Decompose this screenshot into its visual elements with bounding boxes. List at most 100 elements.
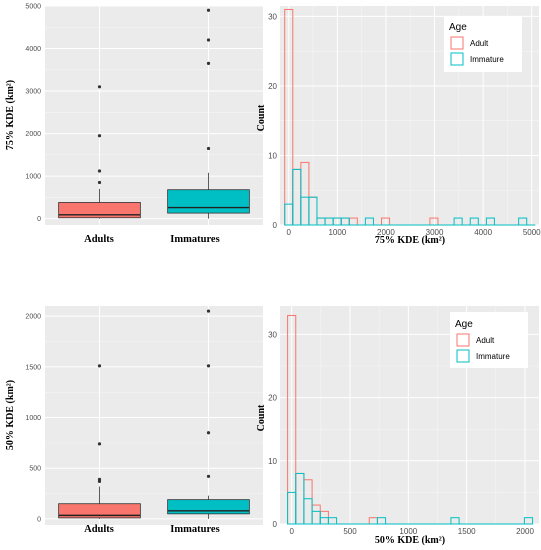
box-marks (58, 309, 250, 519)
x-tick-label: 0 (289, 527, 294, 536)
histogram-bar-immature (450, 517, 460, 525)
y-tick-label: 30 (268, 330, 277, 339)
y-tick-label: 20 (268, 394, 277, 403)
x-tick-label: 2000 (516, 527, 534, 536)
legend-label-adult: Adult (470, 39, 489, 48)
outlier-point (206, 8, 211, 12)
x-tick-label: 1500 (458, 527, 476, 536)
y-tick-labels: 0 500 1000 1500 2000 (25, 314, 41, 524)
legend-key-adult (456, 333, 470, 347)
x-category-label-immatures: Immatures (170, 524, 219, 535)
outlier-point (206, 309, 211, 313)
box-adults (58, 202, 141, 219)
x-tick-label: 3000 (426, 228, 444, 237)
y-tick-label: 1000 (25, 174, 41, 181)
y-tick-label: 4000 (25, 46, 41, 53)
boxplot-75-kde: 0 1000 2000 3000 4000 5000 Adults Immatures 7… (5, 4, 263, 245)
legend-title: Age (449, 22, 467, 33)
y-axis-label: 75% KDE (km²) (5, 80, 16, 150)
x-category-label-immatures: Immatures (170, 234, 219, 245)
y-tick-label: 10 (268, 151, 277, 160)
histogram-bars (287, 314, 534, 525)
x-tick-label: 4000 (474, 228, 492, 237)
legend-label-immature: Immature (476, 352, 510, 361)
outlier-point (97, 85, 102, 89)
histogram-bar-immature (469, 217, 479, 226)
y-tick-label: 1500 (25, 364, 41, 371)
x-tick-labels: 0 1000 2000 3000 4000 5000 (287, 228, 541, 237)
x-axis-label: 50% KDE (km²) (375, 535, 445, 546)
histogram-bar-immature (327, 517, 338, 525)
x-tick-label: 1000 (328, 228, 346, 237)
y-tick-label: 500 (29, 466, 41, 473)
histogram-bar-immature (340, 217, 350, 226)
y-axis-label: Count (256, 104, 267, 131)
histogram-bar-immature (523, 517, 534, 525)
legend-label-immature: Immature (470, 55, 504, 64)
outlier-point (206, 61, 211, 66)
legend-key-immature (456, 349, 470, 363)
y-tick-labels: 0 1000 2000 3000 4000 5000 (25, 4, 41, 224)
histogram-50-kde: 0 500 1000 1500 2000 0 10 20 30 50% KDE (km²) C… (256, 306, 539, 546)
y-tick-label: 2000 (25, 314, 41, 321)
boxplot-50-kde: 0 500 1000 1500 2000 Adults Immatures 50% KD… (5, 306, 263, 535)
histogram-75-kde: 0 1000 2000 3000 4000 5000 0 10 20 30 75% KDE (k… (256, 6, 541, 246)
x-category-label-adults: Adults (84, 524, 114, 535)
y-tick-label: 0 (37, 216, 41, 223)
y-tick-label: 5000 (25, 4, 41, 11)
outlier-point (97, 169, 102, 173)
x-axis-label: 75% KDE (km²) (375, 235, 445, 246)
histogram-bars (284, 8, 536, 226)
legend: Age Adult Immature (444, 16, 522, 72)
plot-panel (45, 306, 263, 525)
box-immatures (167, 189, 250, 214)
outlier-point (97, 364, 102, 368)
box-marks (58, 8, 250, 219)
y-tick-label: 1000 (25, 415, 41, 422)
legend-title: Age (455, 319, 473, 330)
histogram-bar-immature (364, 217, 374, 226)
outlier-point (206, 146, 211, 151)
histogram-bar-immature (485, 217, 495, 226)
y-tick-label: 0 (273, 221, 278, 230)
y-axis-label: Count (256, 404, 267, 431)
histogram-bar-immature (453, 217, 463, 226)
legend-label-adult: Adult (476, 336, 495, 345)
x-category-label-adults: Adults (84, 234, 114, 245)
box-immatures (167, 499, 250, 515)
outlier-point (97, 477, 102, 481)
outlier-point (206, 474, 211, 478)
grid-lines (280, 6, 539, 226)
x-tick-labels: 0 500 1000 1500 2000 (289, 527, 534, 536)
x-tick-label: 500 (343, 527, 357, 536)
y-axis-label: 50% KDE (km²) (5, 380, 16, 450)
outlier-point (206, 364, 211, 368)
y-tick-label: 0 (273, 520, 278, 529)
outlier-point (97, 180, 102, 185)
outlier-point (206, 38, 211, 42)
y-tick-label: 2000 (25, 131, 41, 138)
y-tick-label: 3000 (25, 89, 41, 96)
x-tick-label: 1000 (399, 527, 417, 536)
y-tick-labels: 0 10 20 30 (268, 330, 277, 529)
y-tick-labels: 0 10 20 30 (268, 12, 277, 230)
outlier-point (97, 134, 102, 138)
histogram-bar-immature (376, 517, 387, 525)
histogram-bar-immature (308, 196, 318, 226)
y-tick-label: 20 (268, 82, 277, 91)
legend-key-adult (450, 36, 464, 50)
x-tick-label: 2000 (377, 228, 395, 237)
y-tick-label: 10 (268, 457, 277, 466)
y-tick-label: 30 (268, 12, 277, 21)
histogram-bar-immature (518, 217, 528, 226)
legend-key-immature (450, 52, 464, 66)
legend: Age Adult Immature (450, 312, 528, 368)
plot-panel (45, 6, 263, 225)
box-adults (58, 503, 141, 519)
grid-lines (45, 5, 263, 225)
x-tick-label: 0 (287, 228, 292, 237)
y-tick-label: 0 (37, 516, 41, 523)
x-tick-label: 5000 (523, 228, 541, 237)
outlier-point (97, 442, 102, 446)
outlier-point (206, 431, 211, 435)
